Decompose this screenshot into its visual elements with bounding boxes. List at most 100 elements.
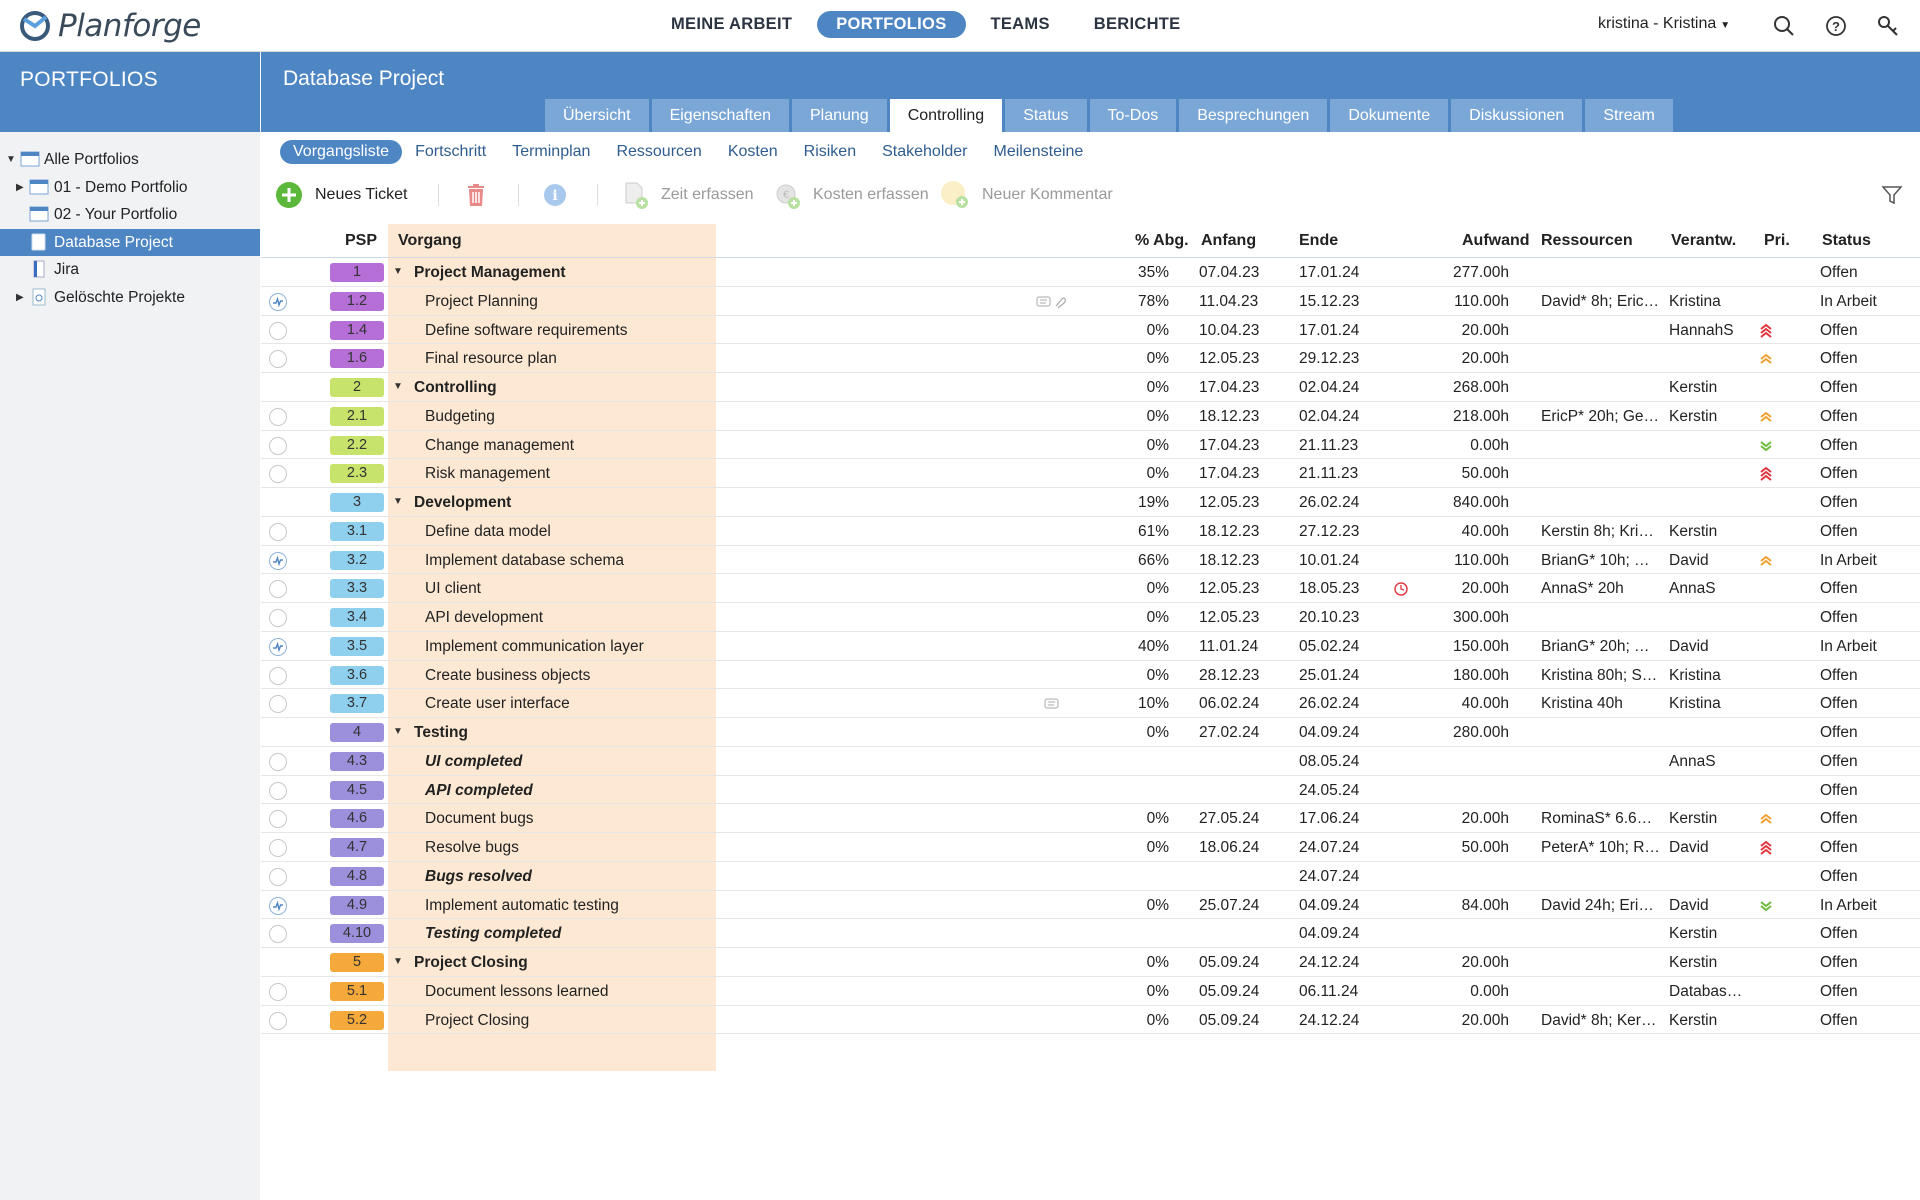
task-row[interactable]: 4.9 Implement automatic testing 0% 25.07.24… xyxy=(261,891,1920,920)
task-row[interactable]: 4.7 Resolve bugs 0% 18.06.24 24.07.24 50.00h P… xyxy=(261,833,1920,862)
nav-portfolios[interactable]: PORTFOLIOS xyxy=(817,11,966,38)
tab-item[interactable]: Status xyxy=(1005,99,1087,132)
task-row[interactable]: 3.2 Implement database schema 66% 18.12.23 1… xyxy=(261,546,1920,575)
subnav-item[interactable]: Stakeholder xyxy=(882,143,968,160)
header-vorgang[interactable]: Vorgang xyxy=(398,232,462,249)
header-abg[interactable]: % Abg. xyxy=(1135,232,1189,249)
header-ressourcen[interactable]: Ressourcen xyxy=(1541,232,1633,249)
milestone-row[interactable]: 4.8 Bugs resolved 24.07.24 Offen xyxy=(261,862,1920,891)
open-status-circle[interactable] xyxy=(269,982,287,1001)
collapse-arrow-icon[interactable]: ▼ xyxy=(393,726,403,737)
in-progress-status-icon[interactable] xyxy=(269,896,287,915)
tab-item[interactable]: Controlling xyxy=(889,99,1003,132)
help-icon[interactable]: ? xyxy=(1824,14,1848,38)
tree-item[interactable]: Database Project xyxy=(0,228,260,256)
group-row[interactable]: 1 ▼ Project Management 35% 07.04.23 17.01.24 2… xyxy=(261,258,1920,287)
collapse-arrow-icon[interactable]: ▼ xyxy=(393,266,403,277)
in-progress-status-icon[interactable] xyxy=(269,637,287,656)
comment-icon[interactable] xyxy=(1044,697,1060,711)
tree-item[interactable]: 02 - Your Portfolio xyxy=(0,201,260,229)
task-row[interactable]: 5.1 Document lessons learned 0% 05.09.24 06.… xyxy=(261,977,1920,1006)
tab-item[interactable]: Dokumente xyxy=(1330,99,1449,132)
task-row[interactable]: 4.6 Document bugs 0% 27.05.24 17.06.24 20.00h… xyxy=(261,804,1920,833)
in-progress-status-icon[interactable] xyxy=(269,292,287,311)
time-entry-button[interactable]: Zeit erfassen xyxy=(623,178,753,212)
task-row[interactable]: 3.1 Define data model 61% 18.12.23 27.12.23 4… xyxy=(261,517,1920,546)
header-anfang[interactable]: Anfang xyxy=(1201,232,1257,249)
subnav-item[interactable]: Terminplan xyxy=(512,143,591,160)
in-progress-status-icon[interactable] xyxy=(269,551,287,570)
subnav-item[interactable]: Vorgangsliste xyxy=(280,140,403,164)
milestone-row[interactable]: 4.3 UI completed 08.05.24 AnnaS Offen xyxy=(261,747,1920,776)
task-row[interactable]: 5.2 Project Closing 0% 05.09.24 24.12.24 20.0… xyxy=(261,1006,1920,1035)
task-row[interactable]: 2.2 Change management 0% 17.04.23 21.11.23 0.… xyxy=(261,431,1920,460)
comment-attachment-icon[interactable] xyxy=(1036,295,1068,309)
open-status-circle[interactable] xyxy=(269,436,287,455)
delete-button[interactable] xyxy=(465,178,487,212)
header-psp[interactable]: PSP xyxy=(345,232,378,249)
tab-item[interactable]: Stream xyxy=(1585,99,1673,132)
group-row[interactable]: 5 ▼ Project Closing 0% 05.09.24 24.12.24 20.00… xyxy=(261,948,1920,977)
task-row[interactable]: 3.4 API development 0% 12.05.23 20.10.23 300.… xyxy=(261,603,1920,632)
tab-item[interactable]: Eigenschaften xyxy=(651,99,789,132)
collapsed-arrow-icon[interactable]: ▶ xyxy=(16,291,24,303)
open-status-circle[interactable] xyxy=(269,695,287,714)
tab-item[interactable]: Übersicht xyxy=(545,99,649,132)
cost-entry-button[interactable]: € Kosten erfassen xyxy=(775,178,929,212)
app-logo[interactable]: Planforge xyxy=(18,8,201,44)
group-row[interactable]: 4 ▼ Testing 0% 27.02.24 04.09.24 280.00h Offen xyxy=(261,718,1920,747)
collapse-arrow-icon[interactable]: ▼ xyxy=(393,496,403,507)
tab-item[interactable]: To-Dos xyxy=(1089,99,1177,132)
subnav-item[interactable]: Risiken xyxy=(803,143,857,160)
open-status-circle[interactable] xyxy=(269,810,287,829)
filter-icon[interactable] xyxy=(1881,184,1903,206)
open-status-circle[interactable] xyxy=(269,609,287,627)
tree-item[interactable]: ▼ Alle Portfolios xyxy=(0,146,260,174)
tree-item[interactable]: Jira xyxy=(0,256,260,284)
collapse-arrow-icon[interactable]: ▼ xyxy=(393,956,403,967)
open-status-circle[interactable] xyxy=(269,465,287,484)
tree-item[interactable]: ▶ 01 - Demo Portfolio xyxy=(0,174,260,202)
task-row[interactable]: 3.3 UI client 0% 12.05.23 18.05.23 20.00h Anna… xyxy=(261,574,1920,603)
collapsed-arrow-icon[interactable]: ▶ xyxy=(16,181,24,193)
search-icon[interactable] xyxy=(1772,14,1796,38)
open-status-circle[interactable] xyxy=(269,666,287,685)
open-status-circle[interactable] xyxy=(269,522,287,541)
header-pri[interactable]: Pri. xyxy=(1764,232,1790,249)
info-button[interactable]: i xyxy=(543,178,567,212)
tab-item[interactable]: Diskussionen xyxy=(1451,99,1583,132)
open-status-circle[interactable] xyxy=(269,1011,287,1030)
header-aufwand[interactable]: Aufwand xyxy=(1462,232,1530,249)
new-comment-button[interactable]: Neuer Kommentar xyxy=(940,178,1113,212)
task-row[interactable]: 1.4 Define software requirements 0% 10.04.2… xyxy=(261,316,1920,345)
open-status-circle[interactable] xyxy=(269,407,287,426)
task-row[interactable]: 1.2 Project Planning 78% 11.04.23 15.12.23 11… xyxy=(261,287,1920,316)
open-status-circle[interactable] xyxy=(269,925,287,944)
open-status-circle[interactable] xyxy=(269,350,287,369)
nav-teams[interactable]: TEAMS xyxy=(990,15,1050,33)
open-status-circle[interactable] xyxy=(269,839,287,857)
open-status-circle[interactable] xyxy=(269,781,287,800)
collapse-arrow-icon[interactable]: ▼ xyxy=(393,381,403,392)
task-row[interactable]: 3.6 Create business objects 0% 28.12.23 25.0… xyxy=(261,661,1920,690)
header-status[interactable]: Status xyxy=(1822,232,1871,249)
subnav-item[interactable]: Meilensteine xyxy=(993,143,1084,160)
tab-item[interactable]: Besprechungen xyxy=(1179,99,1328,132)
group-row[interactable]: 3 ▼ Development 19% 12.05.23 26.02.24 840.00h O… xyxy=(261,488,1920,517)
tree-item[interactable]: ▶ Gelöschte Projekte xyxy=(0,284,260,312)
task-row[interactable]: 2.3 Risk management 0% 17.04.23 21.11.23 50.0… xyxy=(261,459,1920,488)
group-row[interactable]: 2 ▼ Controlling 0% 17.04.23 02.04.24 268.00h Ke… xyxy=(261,373,1920,402)
nav-berichte[interactable]: BERICHTE xyxy=(1093,15,1181,33)
expanded-arrow-icon[interactable]: ▼ xyxy=(6,154,16,165)
task-row[interactable]: 3.7 Create user interface 10% 06.02.24 26.02… xyxy=(261,689,1920,718)
open-status-circle[interactable] xyxy=(269,752,287,771)
subnav-item[interactable]: Kosten xyxy=(727,143,778,160)
header-ende[interactable]: Ende xyxy=(1299,232,1339,249)
nav-meine-arbeit[interactable]: MEINE ARBEIT xyxy=(671,15,793,33)
user-menu[interactable]: kristina - Kristina ▼ xyxy=(1598,15,1730,33)
task-row[interactable]: 1.6 Final resource plan 0% 12.05.23 29.12.23… xyxy=(261,344,1920,373)
task-row[interactable]: 3.5 Implement communication layer 40% 11.01… xyxy=(261,632,1920,661)
task-row[interactable]: 2.1 Budgeting 0% 18.12.23 02.04.24 218.00h Eri… xyxy=(261,402,1920,431)
subnav-item[interactable]: Ressourcen xyxy=(616,143,702,160)
milestone-row[interactable]: 4.5 API completed 24.05.24 Offen xyxy=(261,776,1920,805)
